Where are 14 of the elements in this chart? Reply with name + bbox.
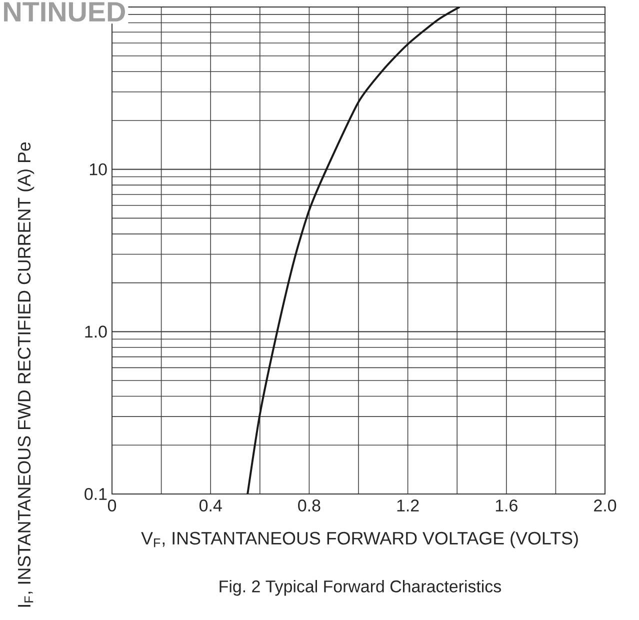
x-tick-label: 0 — [108, 500, 116, 512]
y-tick-label: 1.0 — [85, 326, 107, 338]
x-tick-label: 0.4 — [199, 500, 222, 512]
x-tick-label: 1.6 — [496, 500, 518, 512]
x-tick-label: 1.2 — [397, 500, 419, 512]
x-axis-title: V$_{F}$, INSTANTANEOUS FORWARD VOLTAGE (VOLTS) — [141, 531, 578, 548]
line-series — [246, 7, 461, 494]
annotation: NTINUED — [4, 2, 125, 22]
x-tick-label: 2.0 — [594, 500, 616, 512]
y-tick-label: 10 — [90, 163, 107, 176]
text: Fig. 2 Typical Forward Characteristics — [220, 580, 501, 596]
y-axis-title: I$_{F}$, INSTANTANEOUS FWD RECTIFIED CURRENT (A) Pe — [17, 142, 34, 607]
y-tick-label: 0.1 — [84, 488, 107, 500]
x-tick-label: 0.8 — [298, 500, 320, 512]
